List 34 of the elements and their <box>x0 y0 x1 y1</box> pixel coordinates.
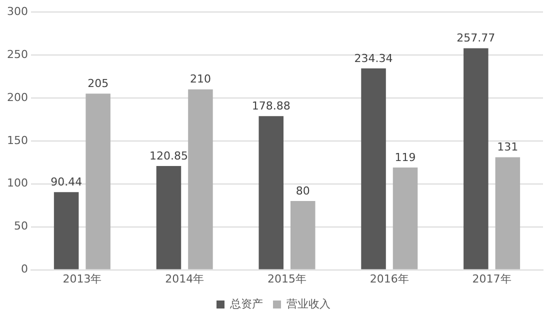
data-label: 120.85 <box>149 149 188 162</box>
bar <box>290 201 316 270</box>
bar <box>495 157 520 270</box>
data-label: 205 <box>88 76 109 90</box>
data-label: 90.44 <box>50 175 82 188</box>
data-label: 80 <box>296 184 310 198</box>
bar <box>156 166 182 270</box>
data-label: 131 <box>497 140 518 154</box>
bar <box>86 94 110 270</box>
x-tick-label: 2013年 <box>62 272 102 286</box>
legend-label: 营业收入 <box>286 297 330 310</box>
y-tick-label: 300 <box>6 4 28 18</box>
y-tick-label: 150 <box>6 134 28 147</box>
x-tick-label: 2017年 <box>472 272 512 286</box>
bar <box>464 48 488 270</box>
legend-label: 总资产 <box>229 297 263 310</box>
y-tick-label: 0 <box>20 262 28 276</box>
bar <box>188 89 213 270</box>
bar <box>392 168 418 270</box>
data-label: 234.34 <box>354 52 393 65</box>
y-tick-label: 100 <box>6 176 28 190</box>
bar <box>258 116 284 270</box>
y-tick-label: 250 <box>6 48 28 61</box>
y-tick-label: 200 <box>6 90 28 104</box>
bar <box>54 192 79 270</box>
data-label: 210 <box>190 72 211 86</box>
data-label: 257.77 <box>456 32 496 45</box>
x-tick-label: 2015年 <box>268 272 306 286</box>
bar <box>361 68 386 270</box>
x-tick-label: 2016年 <box>370 272 409 286</box>
data-label: 178.88 <box>252 99 290 112</box>
y-tick-label: 50 <box>14 220 28 233</box>
data-label: 119 <box>394 150 416 164</box>
x-tick-label: 2014年 <box>165 272 204 286</box>
